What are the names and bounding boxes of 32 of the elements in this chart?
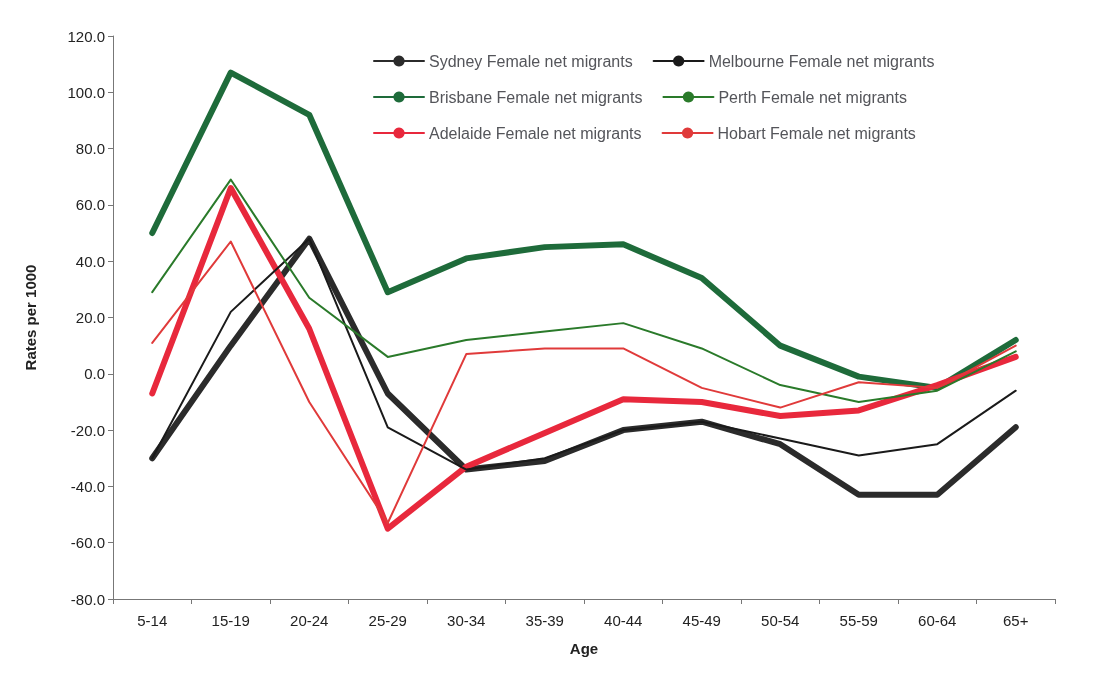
line-series (151, 178, 1017, 403)
y-tick-label: -80.0 (70, 590, 105, 608)
x-axis-title: Age (569, 640, 599, 657)
x-tick-label: 55-59 (839, 612, 878, 629)
legend-label: Adelaide Female net migrants (429, 124, 642, 142)
y-tick-label: -40.0 (70, 477, 105, 495)
x-tick-label: 45-49 (682, 612, 721, 629)
x-tick-label: 25-29 (368, 612, 407, 629)
x-tick-label: 50-54 (761, 612, 800, 629)
x-tick-label: 60-64 (918, 612, 957, 629)
y-tick-label: -20.0 (70, 421, 105, 439)
y-tick-label: 60.0 (75, 196, 105, 214)
x-tick-label: 20-24 (290, 612, 329, 629)
y-tick-label: 40.0 (75, 252, 105, 270)
x-tick-label: 30-34 (447, 612, 486, 629)
legend-label: Sydney Female net migrants (429, 52, 633, 70)
x-tick-label: 40-44 (604, 612, 643, 629)
x-tick-label: 65+ (1003, 612, 1029, 629)
y-axis-title: Rates per 1000 (22, 264, 39, 371)
legend-label: Brisbane Female net migrants (429, 88, 643, 106)
y-tick-label: 80.0 (75, 140, 105, 158)
y-tick-label: -60.0 (70, 534, 105, 552)
y-tick-label: 20.0 (75, 309, 105, 326)
x-tick-label: 5-14 (137, 612, 168, 629)
x-tick-label: 15-19 (211, 612, 250, 629)
legend-label: Hobart Female net migrants (717, 124, 916, 142)
x-tick-label: 35-39 (525, 612, 564, 629)
legend-label: Melbourne Female net migrants (708, 52, 935, 70)
y-tick-label: 0.0 (84, 365, 105, 383)
y-tick-label: 120.0 (67, 27, 105, 45)
legend-label: Perth Female net migrants (718, 88, 907, 106)
y-tick-label: 100.0 (67, 83, 105, 101)
